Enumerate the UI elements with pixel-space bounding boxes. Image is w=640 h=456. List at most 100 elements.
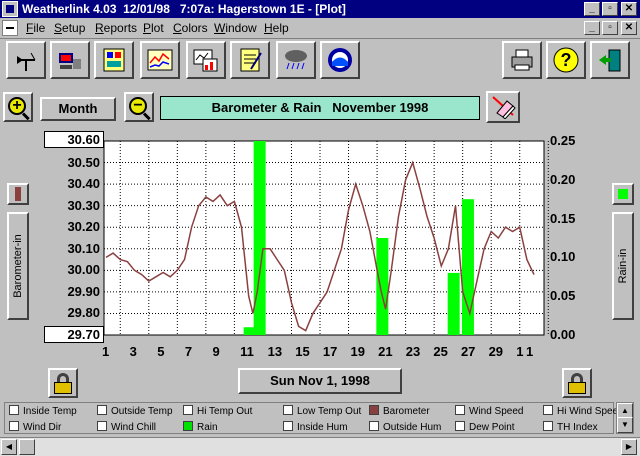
barometer-tick-label: 30.00	[67, 262, 100, 278]
barometer-swatch	[15, 187, 21, 201]
legend-checkbox[interactable]	[183, 421, 193, 431]
scroll-right-button[interactable]: ▶	[621, 439, 637, 455]
station-computer-icon	[59, 53, 81, 69]
day-tick-label: 3	[129, 344, 137, 359]
rain-color-button[interactable]	[612, 183, 634, 205]
restore-button[interactable]: ▫	[602, 2, 618, 16]
barometer-color-button[interactable]	[7, 183, 29, 205]
legend-checkbox[interactable]	[9, 405, 19, 415]
horizontal-scrollbar[interactable]: ◀ ▶	[0, 437, 640, 456]
legend-checkbox[interactable]	[369, 405, 379, 415]
date-button[interactable]: Sun Nov 1, 1998	[238, 368, 402, 394]
legend-item[interactable]: Outside Temp	[97, 405, 173, 419]
legend-label: Outside Hum	[383, 422, 442, 433]
zoom-in-button[interactable]: +	[3, 92, 33, 122]
minimize-button[interactable]: _	[584, 2, 600, 16]
rain-bar	[376, 238, 389, 335]
legend-item[interactable]: Rain	[183, 421, 218, 435]
legend-label: Inside Hum	[297, 422, 348, 433]
right-lock-button[interactable]	[562, 368, 592, 398]
legend-item[interactable]: TH Index	[543, 421, 598, 435]
notepad-button[interactable]	[230, 41, 270, 79]
legend-item[interactable]: Wind Chill	[97, 421, 156, 435]
scroll-thumb[interactable]	[19, 439, 35, 455]
menu-colors[interactable]: Colors	[173, 21, 208, 35]
rain-tick-label: 0.05	[550, 288, 576, 304]
legend-checkbox[interactable]	[369, 421, 379, 431]
legend-checkbox[interactable]	[455, 405, 465, 415]
legend-item[interactable]: Wind Speed	[455, 405, 523, 419]
legend-item[interactable]: Inside Hum	[283, 421, 348, 435]
rain-cloud-button[interactable]	[276, 41, 316, 79]
exit-door-icon	[599, 49, 621, 72]
legend-item[interactable]: Low Temp Out	[283, 405, 361, 419]
legend-checkbox[interactable]	[97, 421, 107, 431]
rain-cloud-icon	[285, 50, 307, 70]
weather-center-button[interactable]	[94, 41, 134, 79]
legend-checkbox[interactable]	[9, 421, 19, 431]
rain-tick-label: 0.25	[550, 133, 576, 148]
scroll-left-button[interactable]: ◀	[1, 439, 17, 455]
title-bar: Weatherlink 4.03 12/01/98 7:07a: Hagerst…	[0, 0, 640, 18]
legend-label: Dew Point	[469, 422, 515, 433]
child-close-button[interactable]: ✕	[621, 21, 637, 35]
legend-item[interactable]: Barometer	[369, 405, 430, 419]
legend-item[interactable]: Inside Temp	[9, 405, 77, 419]
rain-axis-label: Rain-in	[612, 212, 634, 320]
legend-item[interactable]: Wind Dir	[9, 421, 61, 435]
eraser-button[interactable]	[486, 91, 520, 123]
scroll-down-button[interactable]: ▼	[617, 417, 633, 433]
legend-item[interactable]: Hi Wind Speed	[543, 405, 624, 419]
left-lock-button[interactable]	[48, 368, 78, 398]
wind-vane-icon	[17, 52, 36, 71]
legend-checkbox[interactable]	[97, 405, 107, 415]
child-minimize-button[interactable]: _	[584, 21, 600, 35]
menu-help[interactable]: Help	[264, 21, 289, 35]
noaa-button[interactable]	[320, 41, 360, 79]
zoom-out-button[interactable]: −	[124, 92, 154, 122]
day-tick-label: 9	[212, 344, 220, 359]
legend-label: Hi Temp Out	[197, 406, 253, 417]
legend-item[interactable]: Hi Temp Out	[183, 405, 252, 419]
legend-checkbox[interactable]	[543, 405, 553, 415]
exit-button[interactable]	[590, 41, 630, 79]
print-button[interactable]	[502, 41, 542, 79]
legend-label: Hi Wind Speed	[557, 406, 624, 417]
span-button[interactable]: Month	[40, 97, 116, 121]
eraser-icon	[492, 96, 516, 120]
menu-reports[interactable]: Reports	[95, 21, 138, 35]
day-tick-label: 19	[350, 344, 365, 359]
legend-checkbox[interactable]	[283, 421, 293, 431]
toolbar-separator	[0, 38, 640, 39]
legend-checkbox[interactable]	[283, 405, 293, 415]
close-button[interactable]: ✕	[621, 2, 637, 16]
day-tick-label: 11	[240, 344, 254, 359]
wind-vane-button[interactable]	[6, 41, 46, 79]
menu-file[interactable]: File	[26, 21, 46, 35]
day-tick-label: 17	[322, 344, 338, 359]
barometer-line	[105, 160, 535, 332]
legend-checkbox[interactable]	[455, 421, 465, 431]
graph-plot-button[interactable]	[140, 41, 180, 79]
help-button[interactable]: ?	[546, 41, 586, 79]
menu-window[interactable]: Window	[214, 21, 257, 35]
legend-checkbox[interactable]	[543, 421, 553, 431]
legend-scrollbar[interactable]: ▲ ▼	[616, 402, 634, 434]
system-menu-icon[interactable]	[2, 20, 18, 36]
legend-item[interactable]: Dew Point	[455, 421, 515, 435]
summary-chart-button[interactable]	[186, 41, 226, 79]
menu-plot[interactable]: Plot	[143, 21, 164, 35]
menu-setup[interactable]: Setup	[54, 21, 86, 35]
day-tick-label: 29	[488, 344, 504, 359]
legend-checkbox[interactable]	[183, 405, 193, 415]
chart-title: Barometer & Rain November 1998	[160, 96, 480, 120]
rain-tick-label: 0.10	[550, 249, 576, 265]
app-icon[interactable]	[2, 1, 18, 17]
notepad-icon	[240, 48, 262, 72]
station-button[interactable]	[50, 41, 90, 79]
legend-item[interactable]: Outside Hum	[369, 421, 441, 435]
child-restore-button[interactable]: ▫	[602, 21, 618, 35]
barometer-min-label: 29.70	[44, 326, 104, 343]
day-tick-label: 25	[433, 344, 448, 359]
legend-label: Inside Temp	[23, 406, 77, 417]
